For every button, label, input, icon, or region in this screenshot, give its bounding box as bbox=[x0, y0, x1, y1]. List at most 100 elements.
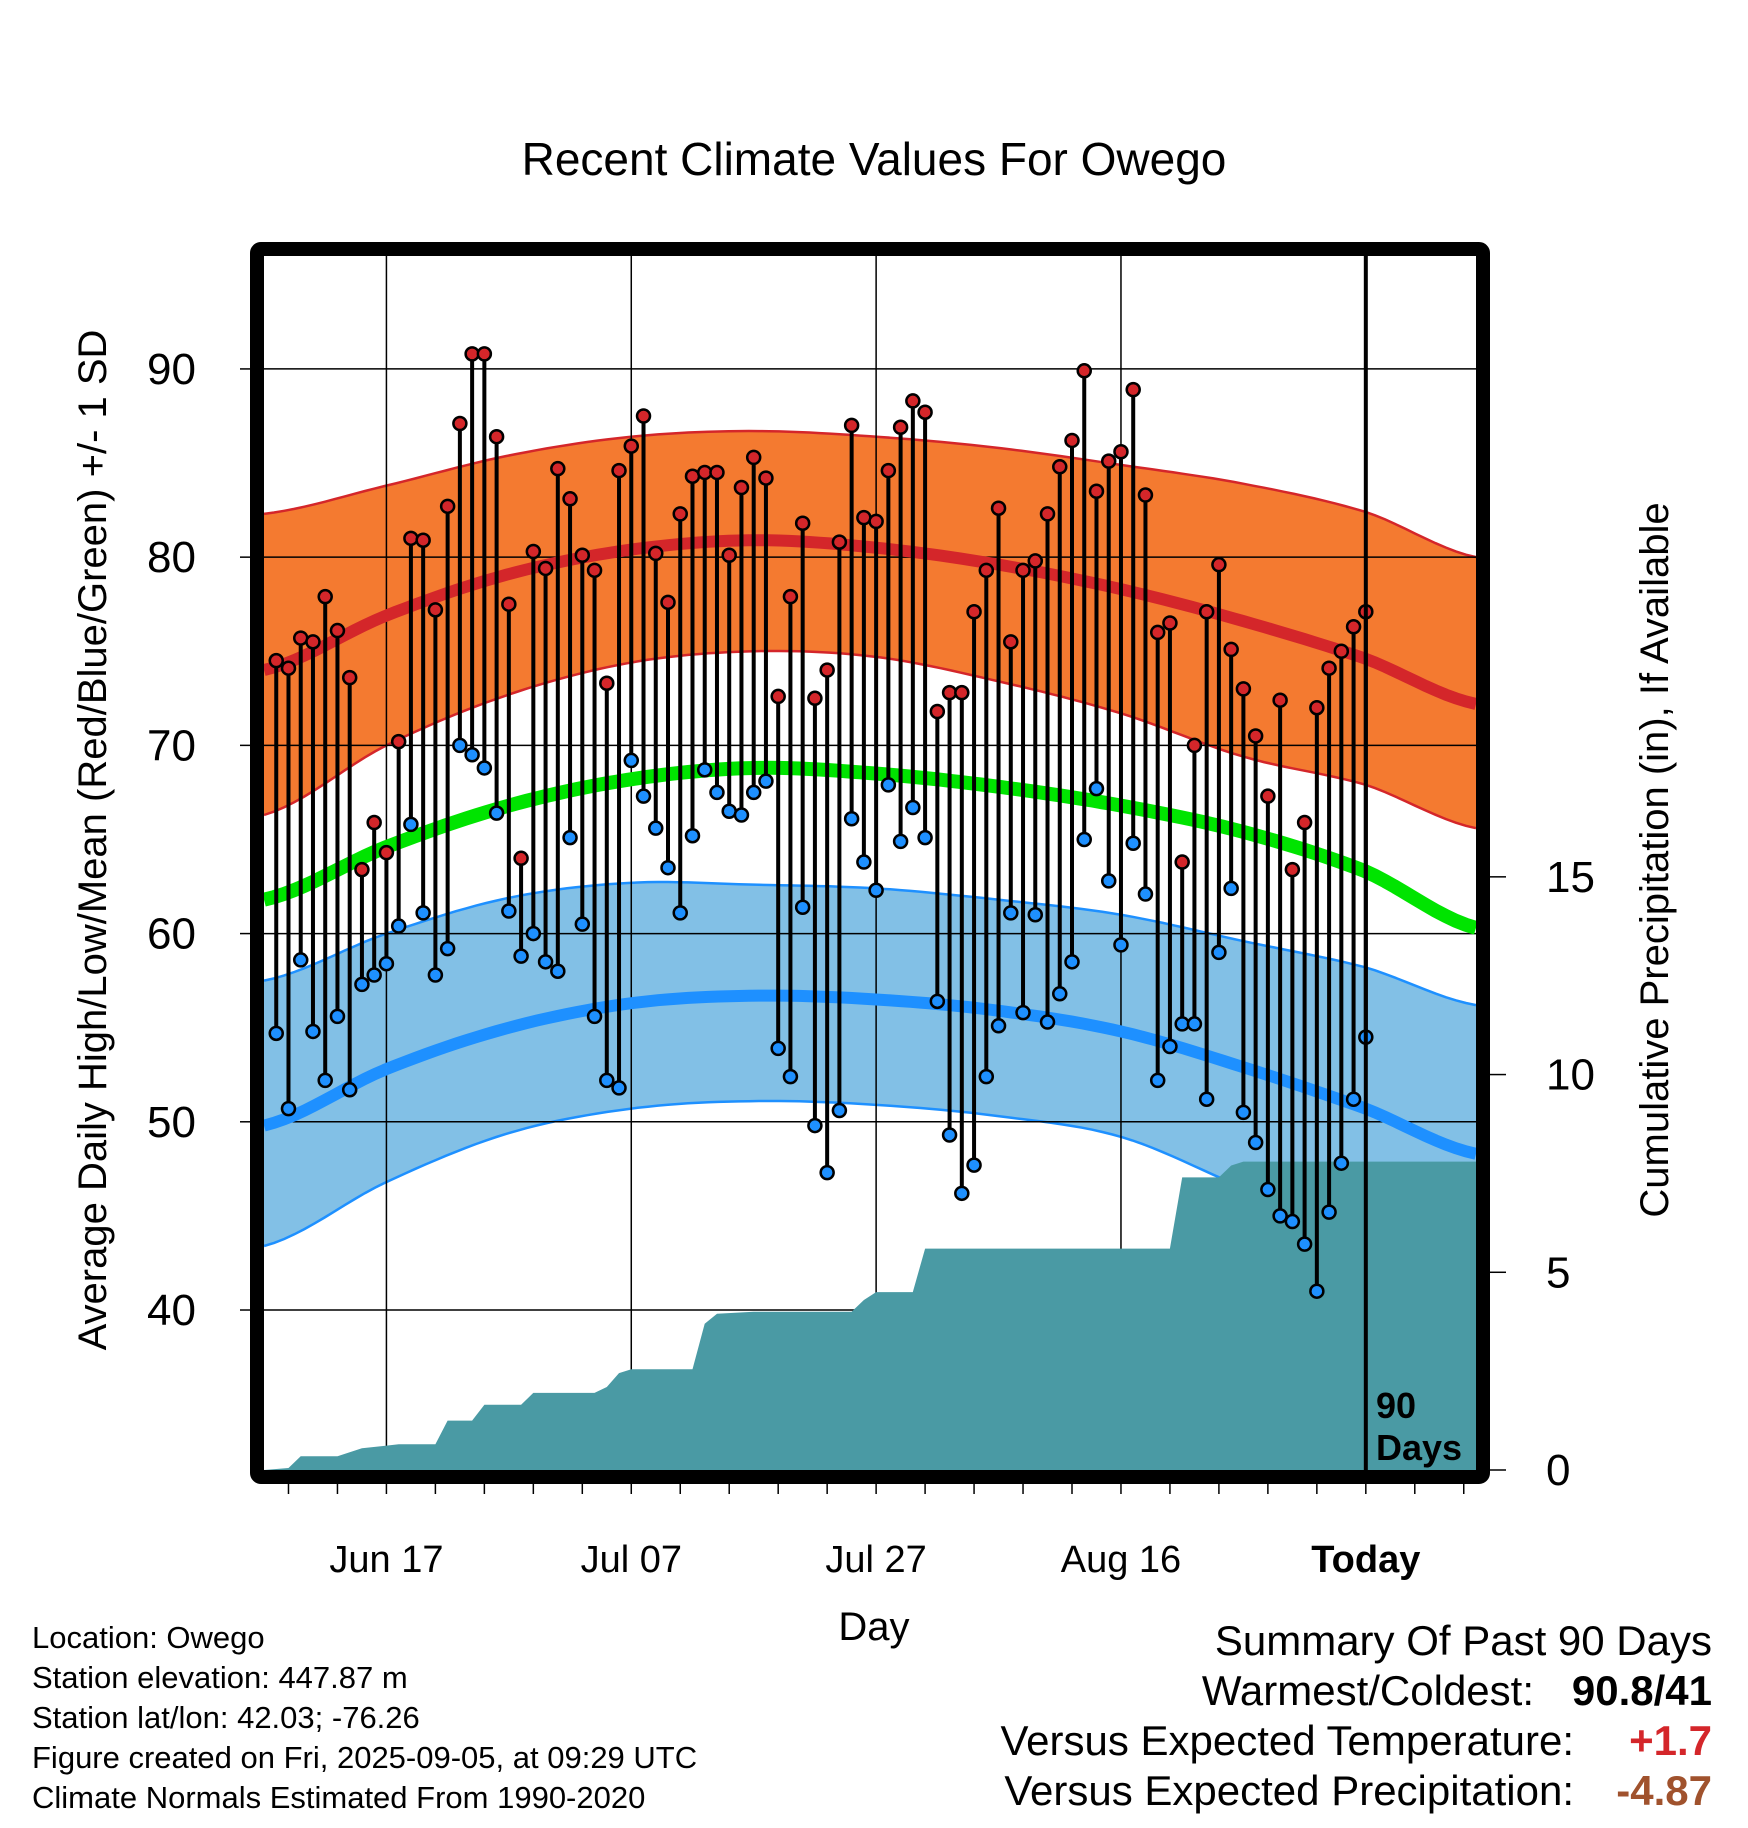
x-tick-label: Jul 07 bbox=[581, 1539, 682, 1581]
low-point bbox=[1113, 937, 1129, 953]
low-point bbox=[562, 829, 578, 846]
footer-latlon: Station lat/lon: 42.03; -76.26 bbox=[32, 1700, 420, 1735]
high-point bbox=[452, 415, 468, 432]
low-point bbox=[819, 1164, 835, 1181]
low-point bbox=[1100, 873, 1117, 889]
footer-normals: Climate Normals Estimated From 1990-2020 bbox=[32, 1780, 646, 1815]
high-point bbox=[1039, 506, 1056, 522]
high-point bbox=[758, 470, 774, 486]
high-point bbox=[990, 500, 1007, 516]
high-point bbox=[929, 703, 946, 720]
high-point bbox=[1296, 814, 1313, 831]
low-point bbox=[1162, 1038, 1178, 1055]
low-point bbox=[439, 940, 456, 957]
low-point bbox=[672, 905, 688, 921]
low-point bbox=[831, 1102, 848, 1119]
high-point bbox=[403, 530, 419, 547]
low-point bbox=[929, 993, 946, 1010]
y-tick-label: 70 bbox=[147, 721, 196, 770]
high-point bbox=[415, 532, 431, 548]
low-point bbox=[1284, 1213, 1301, 1230]
low-point bbox=[978, 1068, 995, 1085]
high-point bbox=[586, 562, 603, 579]
low-point bbox=[1076, 831, 1092, 848]
summary-temp-label: Versus Expected Temperature: bbox=[1000, 1717, 1574, 1764]
low-point bbox=[696, 762, 713, 778]
low-point bbox=[990, 1018, 1007, 1034]
high-point bbox=[794, 515, 811, 532]
high-point bbox=[513, 850, 529, 867]
high-point bbox=[439, 498, 456, 515]
high-point bbox=[550, 460, 566, 477]
days-annotation-number: 90 bbox=[1376, 1385, 1416, 1426]
high-point bbox=[966, 603, 982, 620]
summary-temp-row: Versus Expected Temperature: +1.7 bbox=[1000, 1716, 1712, 1766]
low-point bbox=[1003, 905, 1019, 921]
high-point bbox=[341, 669, 358, 686]
low-sd-band bbox=[264, 882, 1476, 1275]
high-point bbox=[1003, 634, 1019, 650]
low-point bbox=[868, 882, 884, 899]
high-point bbox=[1174, 854, 1190, 870]
high-point bbox=[1052, 459, 1068, 475]
low-point bbox=[1149, 1072, 1166, 1089]
high-point bbox=[733, 479, 750, 496]
x-tick-label: Today bbox=[1311, 1539, 1420, 1581]
normal-lines bbox=[262, 534, 1479, 1160]
high-point bbox=[1272, 692, 1288, 708]
low-point bbox=[1296, 1236, 1313, 1252]
y-axis-label: Average Daily High/Low/Mean (Red/Blue/Gr… bbox=[71, 330, 115, 1351]
high-point bbox=[782, 588, 799, 605]
high-point bbox=[1235, 681, 1252, 697]
high-point bbox=[623, 438, 640, 454]
high-point bbox=[488, 428, 505, 445]
high-point bbox=[843, 417, 860, 434]
high-point bbox=[770, 688, 786, 705]
high-point bbox=[1309, 699, 1325, 716]
high-point bbox=[1162, 615, 1178, 631]
low-point bbox=[586, 1008, 603, 1025]
low-point bbox=[623, 752, 640, 769]
high-point bbox=[648, 545, 664, 562]
low-point bbox=[317, 1072, 333, 1089]
high-point bbox=[1211, 556, 1227, 573]
days-annotation-word: Days bbox=[1376, 1427, 1462, 1468]
y2-tick-label: 5 bbox=[1546, 1248, 1570, 1297]
high-point bbox=[660, 594, 676, 611]
x-tick-label: Aug 16 bbox=[1061, 1539, 1181, 1581]
low-point bbox=[807, 1117, 823, 1134]
y-tick-label: 50 bbox=[147, 1098, 196, 1147]
high-point bbox=[1027, 553, 1044, 569]
low-point bbox=[648, 820, 664, 836]
low-point bbox=[1345, 1091, 1362, 1107]
normal-high-line bbox=[262, 534, 1478, 710]
normal-low-line bbox=[262, 989, 1478, 1160]
high-point bbox=[268, 652, 284, 669]
low-point bbox=[966, 1157, 982, 1173]
plot-frame bbox=[250, 242, 1490, 1484]
high-point bbox=[978, 562, 995, 579]
low-point bbox=[427, 967, 444, 983]
high-point bbox=[721, 547, 737, 564]
high-point bbox=[745, 449, 762, 466]
low-point bbox=[1260, 1181, 1276, 1198]
low-point bbox=[403, 816, 419, 833]
x-tick-label: Jul 27 bbox=[825, 1539, 926, 1581]
high-point bbox=[831, 534, 848, 550]
high-point bbox=[1247, 728, 1264, 744]
precip-area-group bbox=[264, 1161, 1476, 1470]
high-point bbox=[709, 464, 725, 481]
low-point bbox=[476, 760, 493, 776]
y-tick-label: 80 bbox=[147, 533, 196, 582]
footer-elevation: Station elevation: 447.87 m bbox=[32, 1660, 408, 1695]
low-point bbox=[1211, 944, 1227, 961]
low-point bbox=[1247, 1134, 1264, 1151]
high-point bbox=[476, 346, 493, 362]
low-point bbox=[268, 1025, 284, 1042]
low-point bbox=[1235, 1104, 1252, 1121]
low-point bbox=[954, 1185, 970, 1202]
low-point bbox=[292, 952, 309, 968]
footer-created: Figure created on Fri, 2025-09-05, at 09… bbox=[32, 1740, 698, 1775]
high-point bbox=[905, 393, 921, 409]
high-point bbox=[892, 419, 909, 436]
